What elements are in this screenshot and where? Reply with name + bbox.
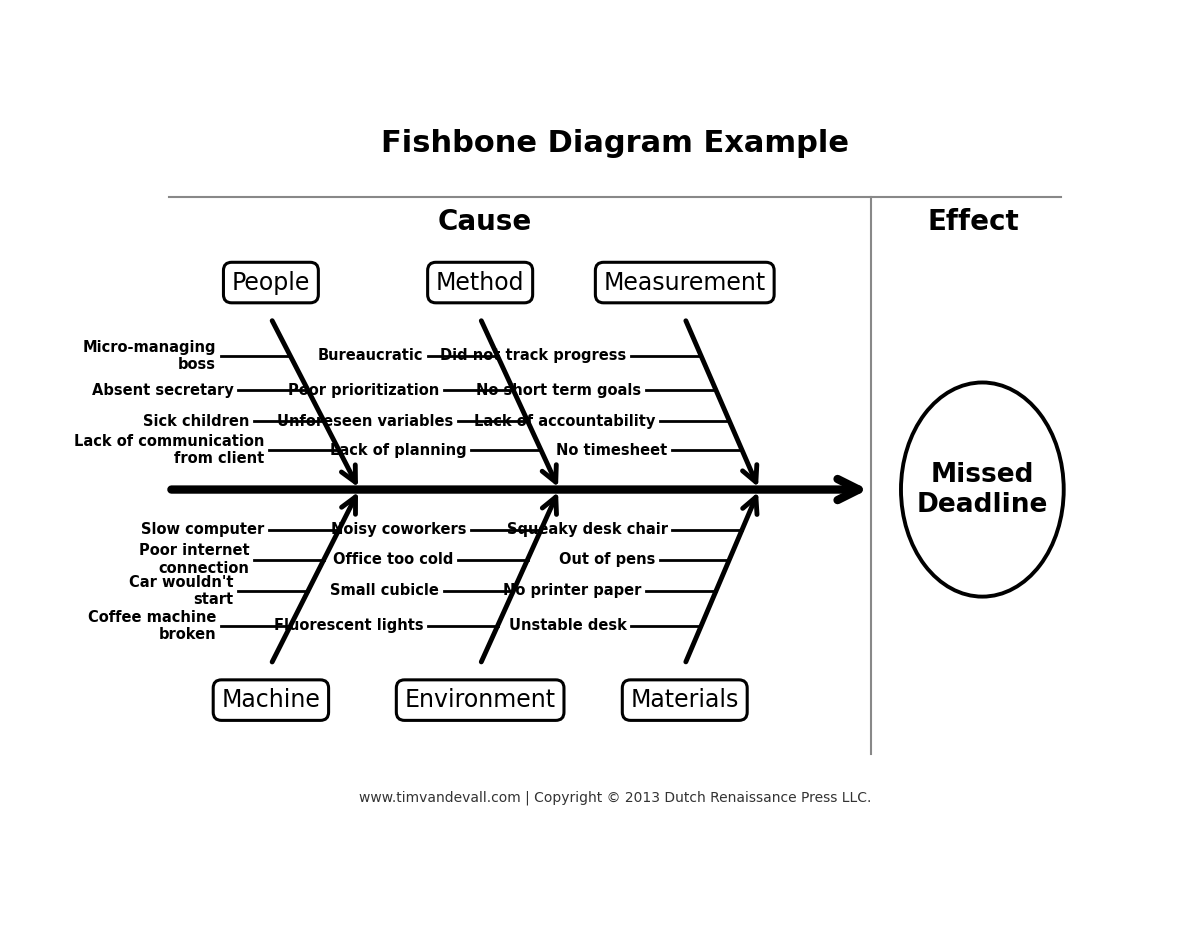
Text: Did not track progress: Did not track progress (440, 349, 626, 363)
Text: Office too cold: Office too cold (332, 552, 454, 567)
Text: Method: Method (436, 271, 524, 295)
Text: Micro-managing
boss: Micro-managing boss (83, 339, 216, 372)
Text: Effect: Effect (928, 208, 1019, 235)
Text: Fluorescent lights: Fluorescent lights (274, 618, 424, 633)
Text: Unforeseen variables: Unforeseen variables (277, 413, 454, 428)
Text: Materials: Materials (630, 688, 739, 712)
Text: People: People (232, 271, 310, 295)
Text: Lack of planning: Lack of planning (330, 443, 467, 458)
Text: No printer paper: No printer paper (503, 583, 642, 599)
Text: Noisy coworkers: Noisy coworkers (331, 522, 467, 538)
Text: Cause: Cause (438, 208, 532, 235)
Text: Environment: Environment (404, 688, 556, 712)
Text: Poor prioritization: Poor prioritization (288, 383, 439, 398)
Text: Car wouldn't
start: Car wouldn't start (130, 575, 234, 607)
Ellipse shape (901, 383, 1063, 597)
Text: No timesheet: No timesheet (557, 443, 667, 458)
Text: No short term goals: No short term goals (476, 383, 642, 398)
Text: Machine: Machine (222, 688, 320, 712)
Text: Sick children: Sick children (143, 413, 250, 428)
Text: Measurement: Measurement (604, 271, 766, 295)
Text: Lack of accountability: Lack of accountability (474, 413, 655, 428)
Text: www.timvandevall.com | Copyright © 2013 Dutch Renaissance Press LLC.: www.timvandevall.com | Copyright © 2013 … (359, 791, 871, 806)
Text: Slow computer: Slow computer (142, 522, 264, 538)
Text: Absent secretary: Absent secretary (92, 383, 234, 398)
Text: Out of pens: Out of pens (559, 552, 655, 567)
Text: Squeaky desk chair: Squeaky desk chair (506, 522, 667, 538)
Text: Unstable desk: Unstable desk (509, 618, 626, 633)
Text: Small cubicle: Small cubicle (330, 583, 439, 599)
Text: Bureaucratic: Bureaucratic (318, 349, 424, 363)
Text: Missed
Deadline: Missed Deadline (917, 462, 1048, 517)
Text: Poor internet
connection: Poor internet connection (139, 543, 250, 576)
Text: Coffee machine
broken: Coffee machine broken (88, 610, 216, 642)
Text: Lack of communication
from client: Lack of communication from client (74, 434, 264, 466)
Text: Fishbone Diagram Example: Fishbone Diagram Example (382, 129, 850, 158)
